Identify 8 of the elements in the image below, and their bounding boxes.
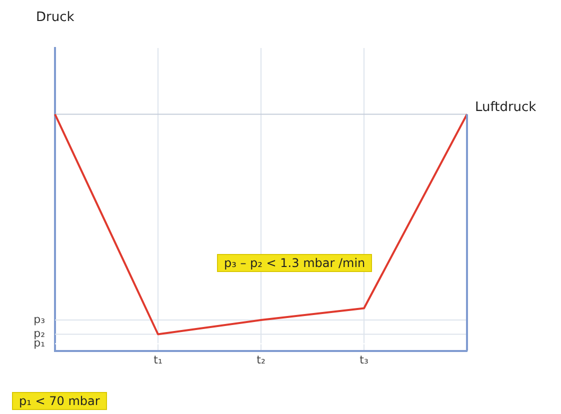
ref-line-label: Luftdruck <box>475 100 537 116</box>
ref-line-label: p₃ <box>34 312 45 326</box>
text: p₁ < 70 mbar <box>12 392 107 410</box>
x-tick-label: t₁ <box>154 353 162 366</box>
x-tick-label: t₃ <box>360 353 368 366</box>
annotation: p₃ – p₂ < 1.3 mbar /min <box>217 254 372 272</box>
x-tick-label: t₂ <box>256 353 266 366</box>
text: Druck <box>36 10 74 25</box>
